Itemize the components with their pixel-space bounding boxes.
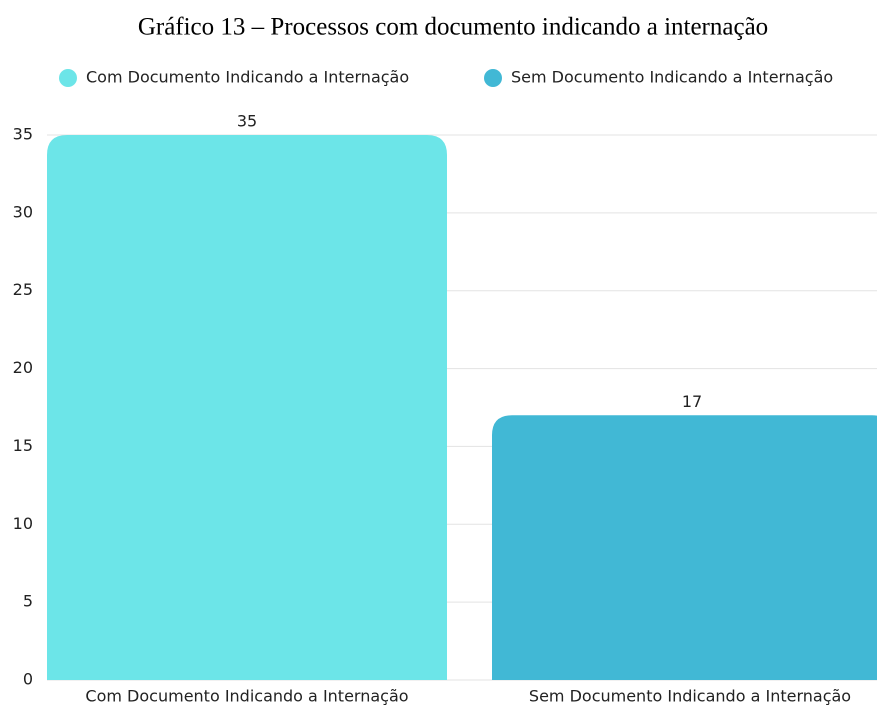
y-tick-label: 15 [13,436,33,455]
legend-label: Sem Documento Indicando a Internação [511,68,833,87]
value-label: 17 [682,392,702,411]
legend-swatch [484,69,502,87]
value-label: 35 [237,112,257,131]
legend-swatch [59,69,77,87]
y-tick-label: 35 [13,125,33,144]
y-tick-label: 25 [13,280,33,299]
y-tick-label: 30 [13,202,33,221]
bar [47,135,447,680]
y-tick-label: 10 [13,514,33,533]
bar [492,415,877,680]
y-tick-label: 0 [23,670,33,689]
y-tick-label: 20 [13,358,33,377]
legend-label: Com Documento Indicando a Internação [86,68,409,87]
x-tick-label: Sem Documento Indicando a Internação [529,687,851,706]
x-tick-label: Com Documento Indicando a Internação [85,687,408,706]
y-tick-label: 5 [23,592,33,611]
chart-title: Gráfico 13 – Processos com documento ind… [138,14,768,41]
